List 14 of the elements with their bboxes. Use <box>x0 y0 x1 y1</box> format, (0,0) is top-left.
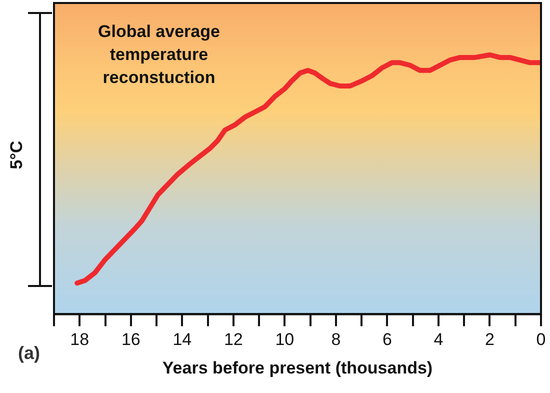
text: (a) <box>18 343 40 364</box>
x-tick-label: 14 <box>172 330 192 350</box>
x-tick-label: 16 <box>121 330 140 350</box>
x-tick-label: 8 <box>331 330 341 350</box>
x-tick-label: 18 <box>70 330 90 350</box>
x-tick-label: 10 <box>275 330 294 350</box>
x-tick-label: 4 <box>434 330 444 350</box>
x-tick-label: 2 <box>485 330 494 350</box>
x-tick-label: 0 <box>536 330 546 350</box>
chart-title: Global average temperature reconstuction <box>97 21 221 89</box>
y-axis-title: 5°C <box>6 140 27 170</box>
x-axis-title: Years before present (thousands) <box>162 358 433 378</box>
x-tick-label: 12 <box>224 330 243 350</box>
x-tick-label: 6 <box>382 330 392 350</box>
